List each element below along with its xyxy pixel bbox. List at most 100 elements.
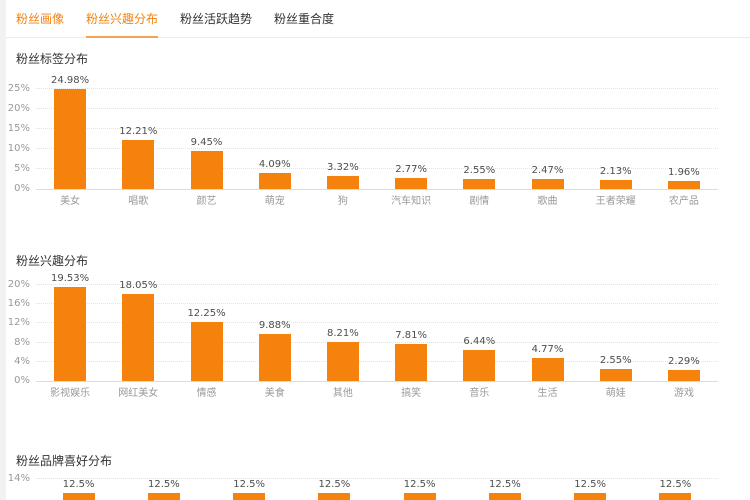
bar-value-label: 3.32% bbox=[327, 161, 359, 173]
y-tick-label: 0% bbox=[14, 183, 30, 194]
bar bbox=[54, 287, 87, 381]
category-label: 王者荣耀 bbox=[595, 196, 636, 207]
y-tick-label: 0% bbox=[14, 375, 30, 386]
category-label: 其他 bbox=[332, 388, 353, 399]
plot-area: 12.5% 12.5% 12.5% 12.5% 12.5% 12.5% 12.5% 12.5% bbox=[36, 478, 718, 500]
y-axis: 20% 16% 12% 8% 4% 0% bbox=[0, 279, 36, 386]
bar-slot: 9.88% bbox=[241, 320, 309, 381]
category-label: 狗 bbox=[337, 196, 348, 207]
section-title-fan-brand-preference-distribution: 粉丝品牌喜好分布 bbox=[16, 454, 113, 468]
tab-fan-portrait[interactable]: 粉丝画像 bbox=[16, 12, 65, 26]
bar-value-label: 12.5% bbox=[574, 478, 607, 490]
bar-value-label: 19.53% bbox=[51, 273, 90, 285]
bar-slot: 19.53% bbox=[36, 273, 104, 381]
section-title-fan-tag-distribution: 粉丝标签分布 bbox=[16, 52, 89, 66]
tab-fan-activity-trend[interactable]: 粉丝活跃趋势 bbox=[180, 12, 253, 26]
gridline bbox=[36, 284, 718, 285]
bar-value-label: 12.5% bbox=[62, 478, 95, 490]
bar-slot: 12.5% bbox=[462, 479, 547, 500]
bar-slot: 18.05% bbox=[104, 280, 172, 381]
bar-slot: 6.44% bbox=[445, 336, 513, 381]
bar bbox=[599, 180, 632, 189]
bar-value-label: 2.55% bbox=[599, 354, 632, 366]
page-left-gutter bbox=[0, 0, 6, 500]
bar bbox=[395, 177, 428, 189]
bar-slot: 2.29% bbox=[650, 356, 718, 381]
gridline bbox=[36, 478, 718, 479]
gridline bbox=[36, 88, 718, 89]
bar-slot: 12.5% bbox=[292, 479, 377, 500]
bar-slot: 2.55% bbox=[445, 165, 513, 189]
bar bbox=[395, 343, 428, 381]
y-tick-label: 8% bbox=[14, 336, 30, 348]
bar-slot: 1.96% bbox=[650, 167, 718, 189]
bar-value-label: 18.05% bbox=[119, 280, 158, 292]
gridline bbox=[36, 303, 718, 305]
bar bbox=[318, 492, 351, 500]
category-label: 唱歌 bbox=[128, 196, 149, 207]
y-axis: 25% 20% 15% 10% 5% 0% bbox=[0, 83, 36, 194]
y-tick-label: 15% bbox=[7, 123, 30, 134]
bar-value-label: 2.77% bbox=[395, 163, 427, 175]
bar-slot: 12.5% bbox=[633, 479, 718, 500]
bar bbox=[233, 492, 266, 500]
bar-value-label: 2.29% bbox=[668, 356, 700, 368]
bar-value-label: 6.44% bbox=[463, 336, 496, 348]
bar bbox=[258, 333, 291, 381]
gridline bbox=[36, 360, 718, 362]
gridline bbox=[36, 322, 718, 324]
bar-slot: 12.5% bbox=[207, 479, 292, 500]
plot-area: 19.53% 18.05% 12.25% 9.88% 8.21% 7.81% 6.44% 4.… bbox=[36, 273, 718, 382]
tab-fan-overlap[interactable]: 粉丝重合度 bbox=[274, 12, 335, 26]
bar bbox=[190, 151, 223, 189]
bar-value-label: 12.5% bbox=[318, 478, 351, 490]
fan-interest-distribution-chart: 20% 16% 12% 8% 4% 0% 19.53% 18.05% 12.25% 9.88% 8… bbox=[0, 273, 750, 400]
category-label: 剧情 bbox=[469, 196, 490, 207]
bar bbox=[531, 179, 564, 189]
bar-value-label: 12.21% bbox=[119, 126, 158, 138]
x-axis: 美女 唱歌 颜艺 萌宠 狗 汽车知识 剧情 歌曲 王者荣耀 农产品 bbox=[36, 196, 718, 208]
bar-value-label: 12.25% bbox=[187, 308, 226, 320]
y-tick-label: 5% bbox=[14, 163, 30, 174]
bar-slot: 2.77% bbox=[377, 164, 445, 189]
bar bbox=[667, 370, 700, 381]
fan-tag-distribution-chart: 25% 20% 15% 10% 5% 0% 24.98% 12.21% 9.45% 4.09% 3… bbox=[0, 75, 750, 208]
bar-slot: 3.32% bbox=[309, 162, 377, 189]
category-label: 游戏 bbox=[673, 388, 694, 399]
bar-value-label: 12.5% bbox=[488, 478, 521, 490]
bar-slot: 4.77% bbox=[513, 344, 581, 381]
category-label: 汽车知识 bbox=[391, 196, 432, 207]
category-label: 美女 bbox=[60, 196, 81, 207]
bar-slot: 12.5% bbox=[36, 479, 121, 500]
bar bbox=[54, 89, 87, 189]
y-tick-label: 14% bbox=[7, 473, 30, 484]
bar bbox=[463, 178, 496, 189]
bar bbox=[667, 181, 700, 189]
bar-value-label: 12.5% bbox=[659, 478, 692, 490]
bar bbox=[659, 492, 692, 500]
bar-slot: 24.98% bbox=[36, 75, 104, 189]
bar-slot: 4.09% bbox=[241, 159, 309, 189]
bar-value-label: 8.21% bbox=[327, 327, 359, 339]
gridline bbox=[36, 341, 718, 343]
bar-value-label: 9.45% bbox=[190, 137, 223, 149]
bar-value-label: 12.5% bbox=[233, 478, 266, 490]
category-label: 音乐 bbox=[469, 388, 490, 399]
bar-slot: 9.45% bbox=[172, 137, 240, 189]
bar-value-label: 12.5% bbox=[147, 478, 180, 490]
category-label: 农产品 bbox=[668, 196, 699, 207]
category-label: 萌宠 bbox=[264, 196, 285, 207]
tab-bar: 粉丝画像 粉丝兴趣分布 粉丝活跃趋势 粉丝重合度 bbox=[0, 0, 750, 38]
bar bbox=[62, 492, 95, 500]
y-axis: 14% bbox=[0, 473, 36, 500]
y-tick-label: 25% bbox=[7, 83, 30, 94]
category-label: 网红美女 bbox=[118, 388, 159, 399]
bar-slot: 12.21% bbox=[104, 126, 172, 189]
tab-fan-interest-distribution[interactable]: 粉丝兴趣分布 bbox=[86, 10, 159, 38]
gridline bbox=[36, 168, 718, 169]
bar bbox=[599, 368, 632, 381]
bar-value-label: 1.96% bbox=[668, 167, 700, 179]
bar bbox=[531, 358, 564, 381]
y-tick-label: 16% bbox=[7, 298, 30, 310]
